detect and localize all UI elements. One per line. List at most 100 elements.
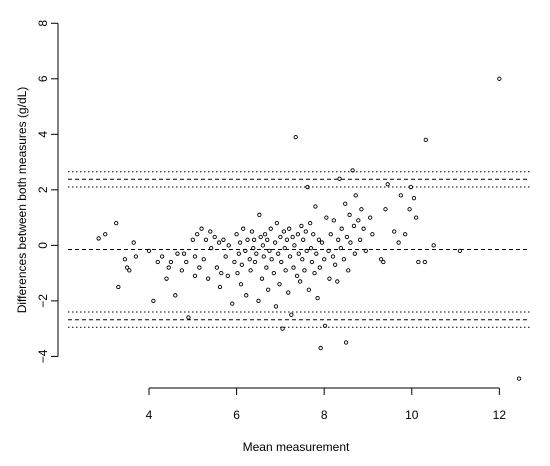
data-point — [151, 298, 156, 304]
data-point — [155, 259, 160, 265]
data-point — [247, 257, 252, 262]
data-point — [179, 268, 185, 273]
data-point — [335, 279, 340, 284]
data-point — [356, 218, 361, 223]
data-point — [114, 220, 119, 226]
data-point — [216, 240, 222, 245]
data-point — [236, 251, 241, 256]
y-tick-label: 6 — [36, 75, 50, 82]
data-point — [385, 182, 390, 187]
data-point — [357, 237, 363, 242]
x-tick-label: 12 — [493, 408, 507, 422]
data-point — [280, 326, 285, 331]
data-point — [251, 237, 257, 242]
data-point — [319, 240, 325, 245]
data-point — [416, 259, 421, 265]
data-point — [303, 229, 308, 234]
data-point — [201, 257, 206, 262]
data-point — [273, 304, 279, 309]
data-point — [301, 237, 306, 242]
data-point — [368, 215, 373, 220]
data-point — [353, 193, 358, 198]
data-point — [299, 223, 304, 229]
data-point — [295, 232, 301, 237]
data-point — [431, 243, 436, 248]
data-point — [322, 323, 328, 329]
y-tick-label: 4 — [36, 131, 50, 138]
data-point — [208, 229, 213, 234]
data-point — [324, 215, 329, 220]
data-point — [300, 257, 305, 262]
data-point — [217, 284, 223, 290]
data-point — [265, 237, 270, 242]
y-axis-label: Differences between both measures (g/dL) — [15, 87, 29, 314]
x-tick-label: 6 — [233, 408, 240, 422]
data-point — [245, 237, 250, 242]
data-point — [205, 276, 211, 281]
data-point — [269, 257, 274, 262]
data-point — [262, 232, 268, 237]
data-point — [313, 204, 318, 209]
data-point — [232, 259, 237, 265]
data-point — [160, 254, 165, 259]
data-point — [195, 232, 200, 237]
data-point — [296, 251, 301, 256]
data-point — [291, 265, 296, 270]
data-point — [230, 301, 235, 306]
data-point — [359, 207, 364, 212]
data-point — [315, 295, 320, 301]
data-point — [331, 218, 336, 223]
data-point — [350, 168, 355, 173]
data-point — [116, 284, 121, 290]
data-point — [378, 257, 384, 262]
data-point — [348, 240, 353, 245]
x-tick-label: 4 — [146, 408, 153, 422]
data-point — [264, 265, 269, 270]
data-point — [306, 287, 312, 292]
data-point — [322, 257, 327, 262]
data-point — [361, 226, 366, 231]
data-point — [203, 237, 209, 242]
data-point — [127, 268, 132, 273]
data-point — [330, 254, 336, 259]
data-point — [292, 243, 297, 248]
data-point — [408, 184, 414, 190]
data-point — [214, 265, 220, 270]
data-point — [318, 345, 323, 351]
data-point — [251, 245, 256, 251]
data-point — [311, 232, 316, 237]
data-point — [239, 262, 245, 267]
data-point — [351, 223, 357, 229]
data-point — [338, 245, 343, 251]
data-point — [352, 251, 357, 256]
data-point — [192, 254, 198, 259]
x-axis: 4 6 8 10 12 — [146, 387, 507, 422]
data-point — [287, 254, 293, 259]
data-point — [314, 251, 319, 256]
data-point — [339, 226, 344, 231]
data-point — [168, 259, 174, 265]
data-point — [396, 240, 401, 245]
data-point — [252, 259, 258, 265]
data-point — [122, 257, 128, 262]
data-point — [254, 251, 259, 256]
data-point — [268, 226, 273, 231]
data-point — [302, 268, 307, 273]
data-point — [276, 251, 281, 256]
data-point — [175, 251, 180, 256]
data-point — [131, 240, 136, 245]
data-point — [327, 276, 332, 281]
data-point — [249, 229, 255, 234]
data-point — [221, 237, 226, 242]
data-point — [497, 76, 502, 81]
data-point — [265, 287, 271, 292]
data-point — [274, 220, 280, 226]
data-point — [407, 207, 412, 212]
data-point — [363, 248, 368, 254]
data-point — [290, 234, 295, 240]
data-point — [244, 293, 249, 298]
data-point — [96, 236, 101, 241]
data-point — [241, 226, 246, 231]
x-tick-label: 8 — [321, 408, 328, 422]
data-point — [289, 312, 294, 317]
